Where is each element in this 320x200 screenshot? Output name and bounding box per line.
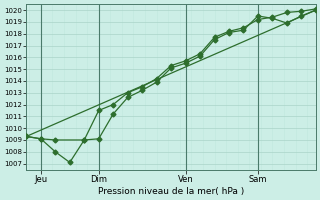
X-axis label: Pression niveau de la mer( hPa ): Pression niveau de la mer( hPa ) — [98, 187, 244, 196]
